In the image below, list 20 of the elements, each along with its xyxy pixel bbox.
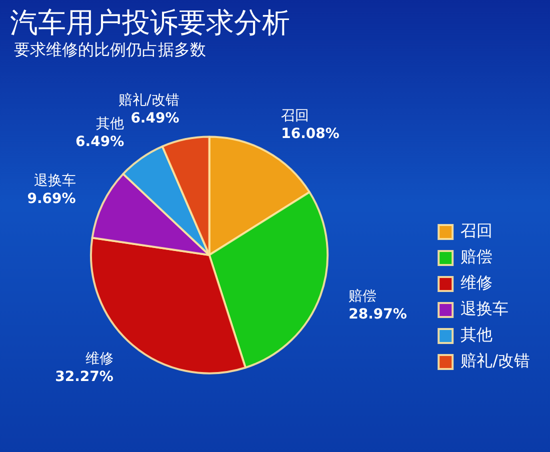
data-label: 16.08% xyxy=(281,126,340,142)
slice-label: 维修 xyxy=(85,350,114,367)
legend-label: 赔礼/改错 xyxy=(460,351,530,370)
data-label: 32.27% xyxy=(55,368,114,385)
slice-label: 赔礼/改错 xyxy=(118,92,180,108)
data-label: 28.97% xyxy=(348,306,407,322)
data-label: 6.49% xyxy=(130,110,180,126)
legend-label: 召回 xyxy=(460,221,493,240)
slice-label: 赔偿 xyxy=(348,288,377,304)
legend-label: 赔偿 xyxy=(460,247,493,266)
slice-label: 召回 xyxy=(281,108,310,124)
chart-title: 汽车用户投诉要求分析 xyxy=(10,6,290,39)
legend-label: 维修 xyxy=(460,273,493,292)
slice-label: 其他 xyxy=(96,116,124,132)
chart-subtitle: 要求维修的比例仍占据多数 xyxy=(14,40,206,61)
slice-label: 退换车 xyxy=(34,173,76,190)
data-label: 9.69% xyxy=(27,191,76,208)
data-label: 6.49% xyxy=(76,134,124,150)
legend-label: 其他 xyxy=(460,325,493,344)
legend-label: 退换车 xyxy=(460,299,509,318)
